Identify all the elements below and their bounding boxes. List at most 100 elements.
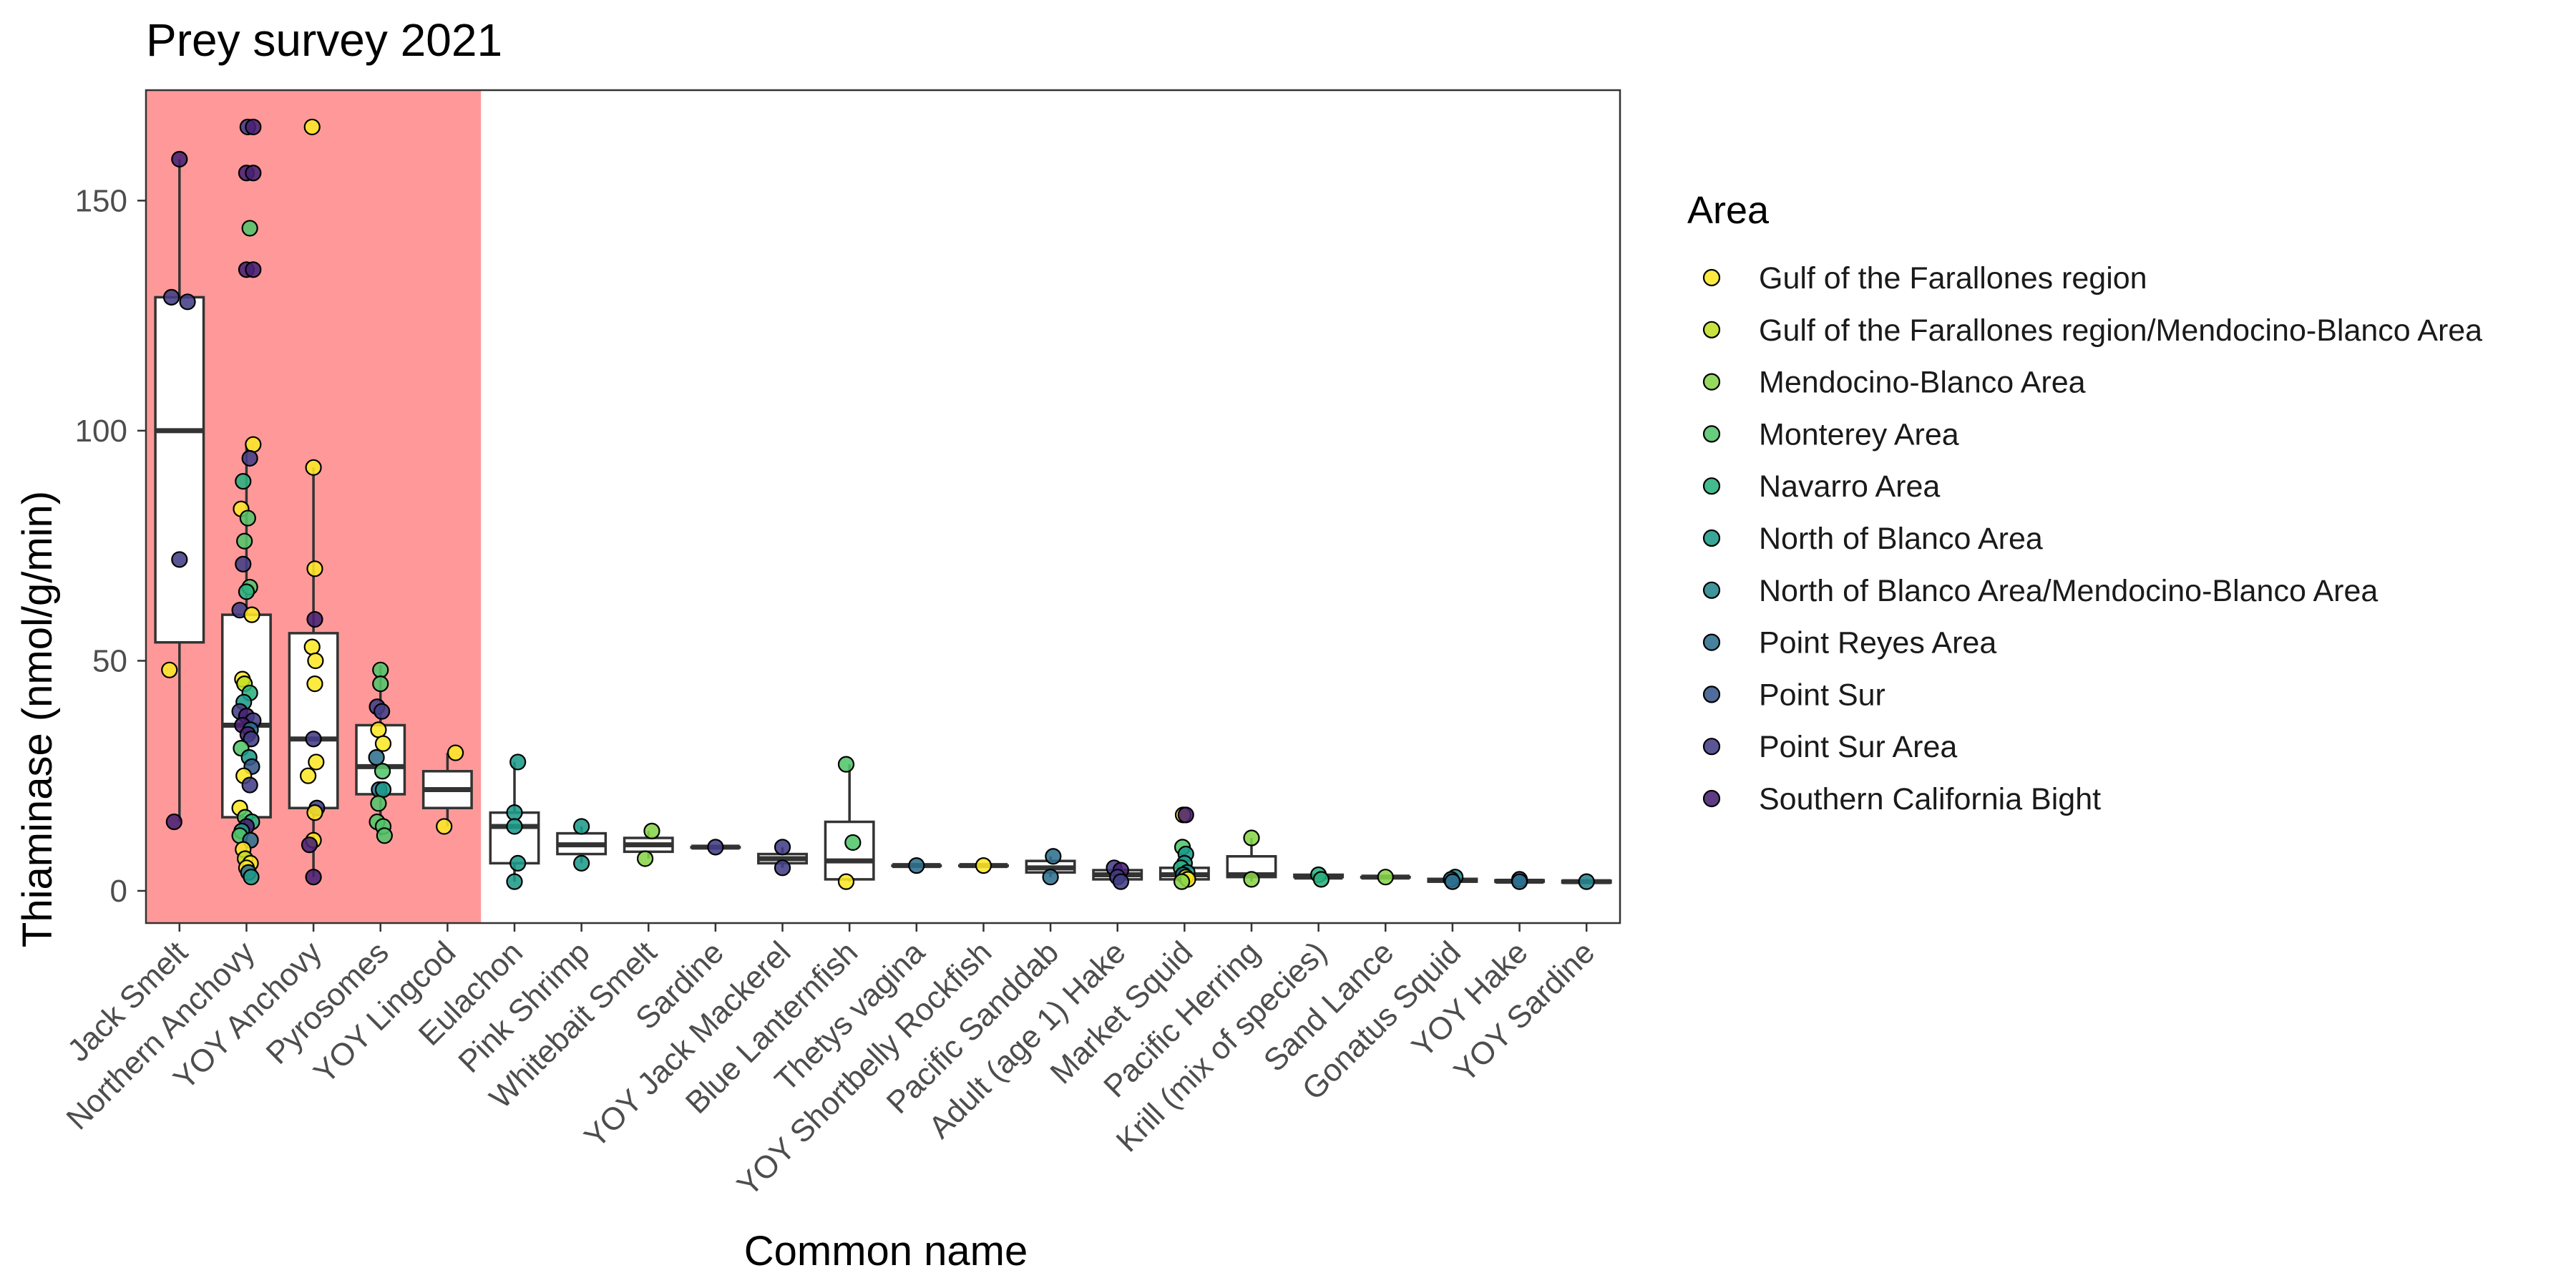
legend-swatch (1702, 686, 1721, 703)
data-point-yoy-lingcod-82 (447, 744, 464, 761)
legend-label: Point Sur (1759, 678, 1885, 712)
legend-label: Mendocino-Blanco Area (1759, 366, 2086, 400)
data-point-yoy-anchovy-54 (305, 459, 322, 476)
legend-item-gulf-of-the-farallones-region: Gulf of the Farallones region (1702, 261, 2147, 296)
data-point-eulachon-86 (506, 818, 523, 835)
data-point-yoy-anchovy-64 (306, 804, 323, 821)
legend-swatch (1702, 321, 1721, 338)
data-point-pyrosomes-78 (370, 795, 387, 812)
legend-swatch (1702, 477, 1721, 495)
data-point-yoy-anchovy-59 (306, 675, 323, 693)
data-point-northern-anchovy-18 (236, 532, 253, 550)
box-blue-lanternfish (824, 764, 875, 882)
data-point-pyrosomes-69 (372, 675, 389, 693)
legend-swatch (1702, 425, 1721, 443)
data-point-pyrosomes-73 (374, 735, 392, 752)
data-point-northern-anchovy-19 (235, 555, 252, 572)
data-point-sand-lance-122 (1377, 869, 1394, 886)
legend-swatch (1702, 789, 1721, 808)
legend-label: North of Blanco Area (1759, 522, 2043, 556)
data-point-northern-anchovy-39 (241, 776, 258, 794)
chart-title: Prey survey 2021 (146, 14, 502, 66)
data-point-eulachon-84 (509, 753, 527, 771)
data-point-blue-lanternfish-96 (837, 756, 855, 773)
legend-label: North of Blanco Area/Mendocino-Blanco Ar… (1759, 574, 2378, 608)
data-point-yoy-lingcod-83 (436, 818, 453, 835)
data-point-pyrosomes-71 (373, 703, 391, 720)
data-point-yoy-anchovy-60 (305, 731, 322, 748)
data-point-northern-anchovy-10 (241, 220, 258, 237)
data-point-blue-lanternfish-97 (844, 834, 862, 852)
legend-swatch (1702, 738, 1721, 756)
legend-swatch (1702, 373, 1721, 391)
data-point-pyrosomes-77 (374, 781, 392, 799)
y-axis-title: Thiaminase (nmol/g/min) (14, 491, 61, 947)
data-point-northern-anchovy-14 (241, 449, 258, 467)
data-point-thetys-vagina-99 (908, 857, 925, 874)
data-point-pink-shrimp-90 (573, 854, 590, 872)
data-point-yoy-anchovy-57 (303, 638, 321, 655)
plot-area (145, 89, 1621, 924)
legend-swatch (1702, 581, 1721, 599)
legend-item-north-of-blanco-area-mendocino-blanco-area: North of Blanco Area/Mendocino-Blanco Ar… (1702, 574, 2378, 608)
legend-item-north-of-blanco-area: North of Blanco Area (1702, 522, 2043, 556)
legend-item-navarro-area: Navarro Area (1702, 469, 1940, 504)
legend-item-southern-california-bight: Southern California Bight (1702, 782, 2101, 816)
data-point-market-squid-117 (1174, 873, 1191, 890)
data-point-northern-anchovy-13 (245, 436, 262, 453)
legend-label: Southern California Bight (1759, 782, 2101, 816)
data-point-yoy-hake-127 (1511, 873, 1528, 890)
data-point-northern-anchovy-34 (243, 731, 260, 748)
data-point-whitebait-smelt-91 (643, 822, 660, 839)
data-point-jack-smelt-5 (165, 813, 182, 831)
legend-item-point-sur: Point Sur (1702, 678, 1885, 712)
legend-label: Gulf of the Farallones region (1759, 261, 2147, 296)
data-point-pyrosomes-74 (368, 748, 385, 766)
legend-item-mendocino-blanco-area: Mendocino-Blanco Area (1702, 366, 2086, 400)
data-point-northern-anchovy-21 (238, 583, 255, 600)
legend-swatch (1702, 529, 1721, 547)
data-point-northern-anchovy-17 (239, 509, 256, 527)
data-point-jack-smelt-1 (162, 288, 180, 306)
data-point-pacific-sanddab-101 (1045, 848, 1062, 865)
data-point-pacific-herring-118 (1243, 829, 1260, 847)
data-point-pacific-sanddab-102 (1042, 869, 1059, 886)
data-point-yoy-anchovy-56 (306, 610, 323, 628)
data-point-whitebait-smelt-92 (636, 850, 654, 867)
data-point-yoy-anchovy-66 (301, 836, 318, 854)
legend: Area Gulf of the Farallones region Gulf o… (1687, 189, 2482, 816)
data-point-northern-anchovy-7 (245, 118, 262, 136)
data-point-northern-anchovy-15 (235, 473, 252, 490)
box-yoy-lingcod (421, 753, 473, 826)
data-point-yoy-anchovy-55 (306, 560, 323, 577)
data-point-eulachon-88 (506, 873, 523, 890)
data-point-jack-smelt-3 (171, 551, 188, 568)
data-point-yoy-anchovy-67 (305, 869, 322, 886)
legend-label: Point Reyes Area (1759, 626, 1996, 660)
y-tick-label-100: 100 (75, 414, 127, 449)
legend-label: Point Sur Area (1759, 730, 1957, 764)
legend-swatch (1702, 633, 1721, 651)
legend-item-gulf-of-the-farallones-region-mendocino-blanco-area: Gulf of the Farallones region/Mendocino-… (1702, 313, 2482, 348)
data-point-yoy-anchovy-62 (300, 767, 317, 784)
data-point-yoy-anchovy-61 (308, 753, 325, 771)
box-pink-shrimp (556, 826, 608, 864)
data-point-northern-anchovy-23 (243, 606, 260, 623)
data-point-northern-anchovy-9 (245, 165, 262, 182)
data-point-market-squid-108 (1177, 806, 1194, 824)
data-point-yoy-anchovy-53 (303, 118, 321, 136)
legend-item-point-reyes-area: Point Reyes Area (1702, 626, 1996, 660)
y-tick-label-150: 150 (75, 183, 127, 218)
data-point-jack-smelt-2 (179, 293, 196, 311)
data-point-eulachon-85 (506, 804, 523, 821)
data-point-pyrosomes-72 (370, 721, 387, 738)
legend-item-monterey-area: Monterey Area (1702, 417, 1959, 452)
box-body (154, 296, 205, 644)
data-point-gonatus-squid-125 (1444, 873, 1461, 890)
data-point-yoy-jack-mackerel-95 (774, 859, 791, 877)
y-tick-label-0: 0 (110, 874, 127, 909)
data-point-yoy-shortbelly-rockfish-100 (975, 857, 992, 874)
legend-swatch (1702, 268, 1721, 287)
data-point-northern-anchovy-52 (243, 869, 260, 886)
data-point-pyrosomes-68 (372, 661, 389, 678)
